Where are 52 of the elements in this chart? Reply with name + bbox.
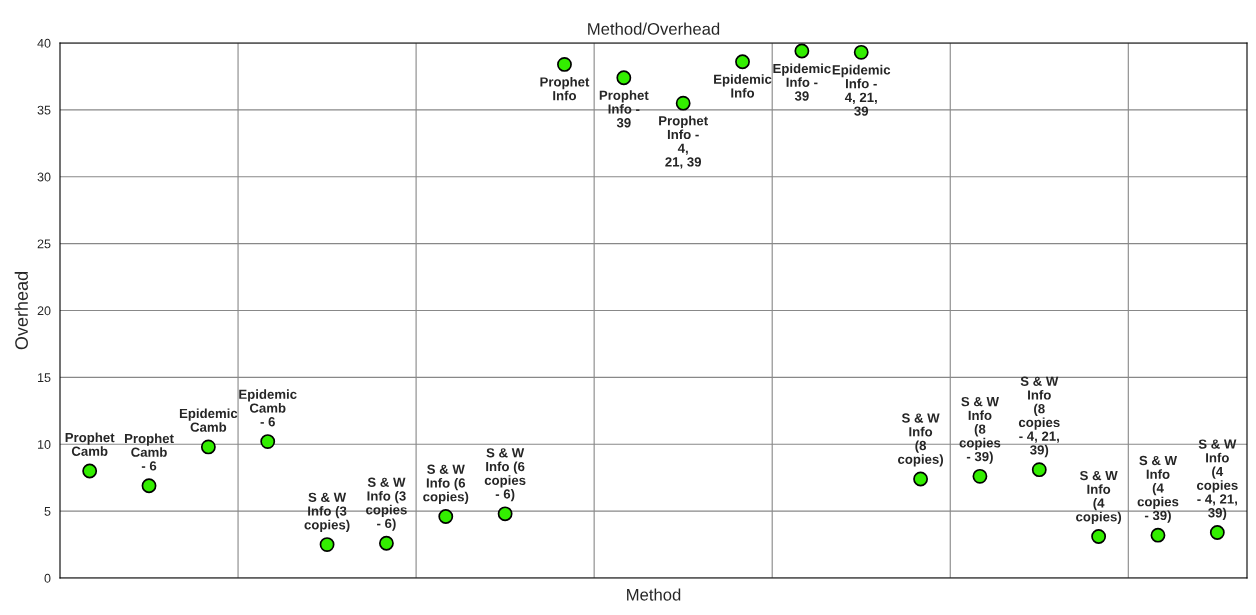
series-label: S & W Info (8 copies)	[898, 413, 944, 467]
series-label: Prophet Info	[540, 76, 590, 101]
point	[1091, 529, 1107, 544]
point	[616, 70, 632, 86]
y-tick-label: 15	[38, 373, 51, 383]
point	[972, 468, 988, 484]
series-label: S & W Info (4 copies - 4, 21, 39)	[1196, 439, 1238, 521]
y-tick-label: 0	[44, 573, 51, 583]
point	[853, 44, 869, 60]
point	[675, 95, 691, 111]
series-label: Epidemic Camb - 6	[239, 389, 297, 427]
point	[200, 439, 216, 455]
point	[497, 506, 513, 522]
series-label: S & W Info (4 copies - 39)	[1137, 455, 1179, 523]
series-label: S & W Info (8 copies - 39)	[959, 396, 1001, 464]
y-tick-label: 5	[44, 507, 51, 516]
series-label: S & W Info (3 copies)	[304, 492, 350, 533]
y-tick-label: 30	[37, 172, 51, 182]
series-label: Prophet Camb	[65, 432, 115, 456]
y-axis-title: Overhead	[14, 272, 28, 350]
x-axis-title: Method	[627, 588, 681, 601]
point	[1150, 527, 1166, 543]
point	[82, 463, 98, 479]
series-label: S & W Info (3 copies - 6)	[366, 477, 407, 531]
point	[141, 478, 157, 494]
series-label: Epidemic Info - 39	[773, 63, 831, 101]
series-label: Prophet Info - 39	[599, 90, 649, 128]
chart-title: Method/Overhead	[588, 22, 720, 35]
series-label: Prophet Info - 4, 21, 39	[659, 115, 708, 169]
point	[1209, 525, 1225, 540]
y-tick-label: 20	[37, 306, 51, 316]
point	[794, 43, 810, 59]
point	[735, 54, 750, 70]
series-label: S & W Info (4 copies)	[1076, 470, 1122, 525]
point	[379, 535, 394, 551]
y-tick-label: 25	[37, 239, 51, 249]
series-label: S & W Info (8 copies - 4, 21, 39)	[1018, 376, 1060, 458]
point	[1031, 462, 1047, 478]
series-label: Epidemic Info - 4, 21, 39	[832, 64, 891, 116]
series-label: S & W Info (6 copies)	[423, 464, 469, 504]
series-label: Prophet Camb - 6	[124, 433, 174, 471]
series-label: S & W Info (6 copies - 6)	[484, 448, 526, 502]
series-label: Epidemic Info	[714, 74, 772, 98]
series-label: Epidemic Camb	[179, 408, 238, 432]
point	[260, 434, 276, 449]
point	[319, 537, 335, 552]
y-tick-label: 35	[37, 105, 51, 115]
point	[438, 509, 454, 524]
point	[557, 56, 572, 72]
point	[913, 471, 928, 487]
y-tick-label: 40	[37, 38, 51, 48]
y-tick-label: 10	[38, 440, 51, 449]
